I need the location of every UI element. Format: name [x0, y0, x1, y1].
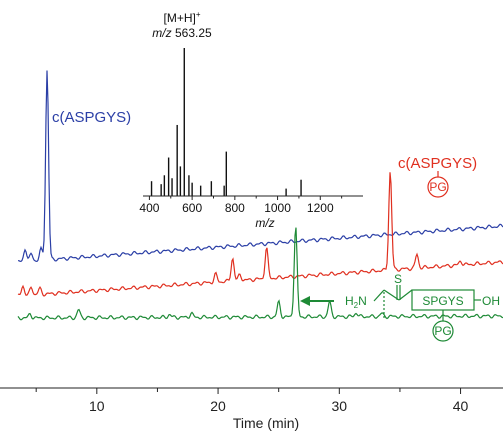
- chem-h2n-n: N: [358, 294, 367, 308]
- chem-h2n-sub: 2: [354, 301, 359, 310]
- time-axis: 10 20 30 40: [0, 387, 503, 414]
- thioester-structure: H2N S SPGYS OH PG: [345, 272, 500, 342]
- pg-badge-red-text: PG: [429, 180, 446, 194]
- ms-header-value: 563.25: [175, 26, 212, 40]
- trace-c-aspgys-pg: [17, 172, 503, 297]
- ms-tick-label: 800: [225, 201, 245, 215]
- ms-ticks: 400 600 800 1000 1200: [139, 196, 343, 215]
- ms-xlabel: m/z: [255, 216, 274, 230]
- ms-header-mass: m/z 563.25: [152, 26, 212, 40]
- series-label-blue: c(ASPGYS): [52, 109, 131, 126]
- ms-header-mz: m/z: [152, 26, 171, 40]
- time-tick-label: 10: [89, 398, 105, 414]
- chem-sulfur: S: [394, 272, 402, 286]
- chem-pg: PG: [434, 324, 451, 338]
- ms-header-ion: [M+H]+: [163, 10, 200, 25]
- ms-header-ion-charge: +: [196, 10, 201, 19]
- time-tick-label: 40: [453, 398, 469, 414]
- peak-arrow: [300, 296, 334, 306]
- chromatogram-traces: [17, 70, 503, 321]
- ms-tick-label: 1200: [307, 201, 334, 215]
- ms-tick-label: 1000: [264, 201, 291, 215]
- series-label-red: c(ASPGYS): [398, 155, 477, 172]
- trace-thioester: [17, 227, 503, 321]
- ms-tick-label: 600: [182, 201, 202, 215]
- trace-c-aspgys-: [18, 70, 503, 263]
- time-tick-label: 30: [332, 398, 348, 414]
- chem-h2n-h: H: [345, 294, 354, 308]
- ms-tick-label: 400: [139, 201, 159, 215]
- ms-header-ion-text: [M+H]: [163, 11, 195, 25]
- mass-spectrum-inset: 400 600 800 1000 1200: [139, 48, 363, 215]
- chem-h2n: H2N: [345, 294, 367, 310]
- pg-badge-red: PG: [427, 171, 449, 198]
- chem-sequence: SPGYS: [422, 294, 463, 308]
- ms-peaks: [150, 48, 302, 196]
- time-axis-title: Time (min): [233, 415, 299, 431]
- time-tick-label: 20: [210, 398, 226, 414]
- chem-oh: OH: [482, 294, 500, 308]
